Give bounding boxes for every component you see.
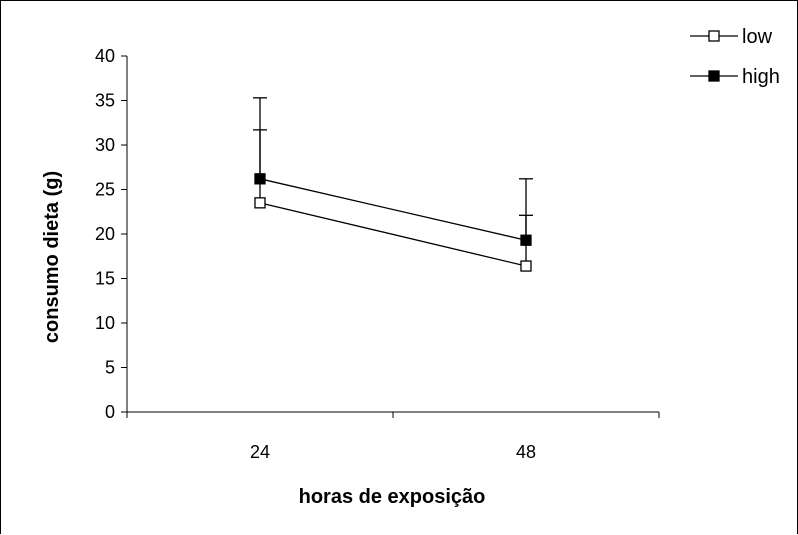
legend-label-high: high xyxy=(742,66,780,88)
chart-marks xyxy=(253,97,533,272)
series-line-high xyxy=(259,178,527,241)
series-line-low xyxy=(259,202,527,267)
legend-marker-low xyxy=(708,30,720,42)
legend-marker-high xyxy=(708,70,720,82)
data-point-low xyxy=(254,197,266,209)
x-tick-label: 48 xyxy=(516,442,536,462)
y-tick-label: 10 xyxy=(95,313,115,333)
y-tick-label: 40 xyxy=(95,46,115,66)
data-point-high xyxy=(254,173,266,185)
y-tick-label: 0 xyxy=(105,402,115,422)
y-axis-title: consumo dieta (g) xyxy=(41,171,63,343)
y-tick-label: 20 xyxy=(95,224,115,244)
y-tick-label: 15 xyxy=(95,269,115,289)
y-tick-label: 5 xyxy=(105,358,115,378)
legend-label-low: low xyxy=(742,26,773,48)
y-tick-label: 35 xyxy=(95,91,115,111)
x-tick-label: 24 xyxy=(250,442,270,462)
y-tick-label: 30 xyxy=(95,135,115,155)
y-tick-label: 25 xyxy=(95,180,115,200)
legend: low high xyxy=(690,26,780,88)
x-axis-title: horas de exposição xyxy=(299,486,486,508)
data-point-low xyxy=(520,260,532,272)
data-point-high xyxy=(520,234,532,246)
axes: 0 5 10 15 20 25 30 35 40 24 48 xyxy=(95,46,660,462)
